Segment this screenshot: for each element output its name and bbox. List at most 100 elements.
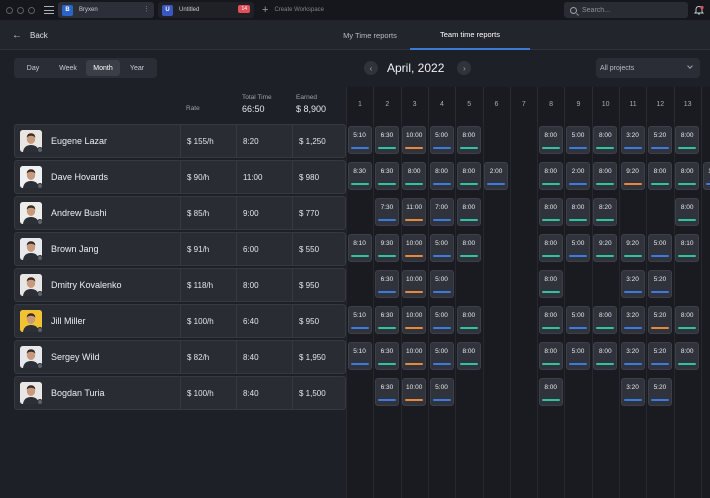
more-options-icon[interactable]: ⋮: [143, 6, 150, 13]
time-entry[interactable]: 8:00: [647, 162, 672, 190]
time-entry[interactable]: 8:20: [593, 198, 618, 226]
project-filter-select[interactable]: All projects: [596, 58, 700, 78]
time-entry[interactable]: 8:00: [538, 234, 563, 262]
time-entry[interactable]: 5:20: [647, 342, 672, 370]
period-week-button[interactable]: Week: [59, 64, 77, 72]
time-entry[interactable]: 5:00: [429, 306, 454, 334]
time-entry[interactable]: 3:20: [620, 306, 645, 334]
time-entry[interactable]: 8:00: [538, 162, 563, 190]
time-entry[interactable]: 8:00: [456, 162, 481, 190]
period-month-button[interactable]: Month: [86, 60, 120, 76]
time-entry[interactable]: 9:20: [620, 234, 645, 262]
chevron-right-icon[interactable]: ›: [457, 61, 472, 75]
time-entry[interactable]: 3:20: [620, 378, 645, 406]
time-entry[interactable]: 8:00: [456, 306, 481, 334]
user-row[interactable]: Andrew Bushi $ 85/h 9:00 $ 770: [14, 196, 346, 230]
time-entry[interactable]: 8:00: [538, 198, 563, 226]
time-entry[interactable]: 8:00: [456, 126, 481, 154]
time-entry[interactable]: 8:10: [347, 234, 372, 262]
time-entry[interactable]: 2:00: [566, 162, 590, 190]
time-entry[interactable]: 8:00: [593, 306, 618, 334]
time-entry[interactable]: 8:00: [538, 270, 563, 298]
user-row[interactable]: Bogdan Turia $ 100/h 8:40 $ 1,500: [14, 376, 346, 410]
time-entry[interactable]: 10:00: [402, 342, 427, 370]
time-entry[interactable]: 9:20: [593, 234, 618, 262]
user-row[interactable]: Jill Miller $ 100/h 6:40 $ 950: [14, 304, 346, 338]
time-entry[interactable]: 6:30: [374, 306, 399, 334]
time-entry[interactable]: 10:00: [402, 306, 427, 334]
time-entry[interactable]: 2:00: [484, 162, 509, 190]
time-entry[interactable]: 5:10: [347, 306, 372, 334]
time-entry[interactable]: 9:30: [374, 234, 399, 262]
time-entry[interactable]: 5:00: [566, 234, 590, 262]
time-entry[interactable]: 8:00: [593, 162, 618, 190]
time-entry[interactable]: 6:30: [374, 162, 399, 190]
time-entry[interactable]: 6:30: [374, 342, 399, 370]
time-entry[interactable]: 5:00: [566, 342, 590, 370]
time-entry[interactable]: 8:00: [456, 342, 481, 370]
time-entry[interactable]: 5:20: [647, 270, 672, 298]
time-entry[interactable]: 5:00: [429, 270, 454, 298]
search-box[interactable]: [564, 2, 688, 18]
time-entry[interactable]: 7:00: [429, 198, 454, 226]
bell-icon[interactable]: [694, 5, 704, 15]
tab-my-time-reports[interactable]: My Time reports: [343, 30, 397, 40]
user-row[interactable]: Dave Hovards $ 90/h 11:00 $ 980: [14, 160, 346, 194]
time-entry[interactable]: 8:00: [675, 306, 700, 334]
time-entry[interactable]: 5:20: [647, 126, 672, 154]
time-entry[interactable]: 5:00: [429, 126, 454, 154]
time-entry[interactable]: 3:20: [620, 342, 645, 370]
time-entry[interactable]: 10:00: [402, 378, 427, 406]
workspace-tab-bryxen[interactable]: B Bryxen ⋮: [58, 2, 154, 18]
maximize-window-button[interactable]: [28, 6, 35, 14]
time-entry[interactable]: 8:00: [429, 162, 454, 190]
create-workspace-button[interactable]: + Create Workspace: [262, 2, 324, 18]
time-entry[interactable]: 6:30: [374, 270, 399, 298]
time-entry[interactable]: 8:10: [675, 234, 700, 262]
time-entry[interactable]: 6:30: [374, 378, 399, 406]
time-entry[interactable]: 5:20: [647, 306, 672, 334]
time-entry[interactable]: 8:00: [593, 342, 618, 370]
time-entry[interactable]: 5:00: [647, 234, 672, 262]
time-entry[interactable]: 10:00: [402, 234, 427, 262]
time-entry[interactable]: 8:00: [593, 126, 618, 154]
time-entry[interactable]: 8:30: [347, 162, 372, 190]
time-entry[interactable]: 8:00: [675, 198, 700, 226]
period-day-button[interactable]: Day: [26, 64, 40, 72]
time-entry[interactable]: 5:00: [429, 342, 454, 370]
time-entry[interactable]: 8:00: [675, 342, 700, 370]
time-entry[interactable]: 5:00: [566, 126, 590, 154]
workspace-tab-untitled[interactable]: U Untitled 14: [158, 2, 254, 18]
user-row[interactable]: Sergey Wild $ 82/h 8:40 $ 1,950: [14, 340, 346, 374]
time-entry[interactable]: 5:10: [347, 342, 372, 370]
back-button[interactable]: ← Back: [12, 20, 48, 50]
time-entry[interactable]: 10:00: [402, 126, 427, 154]
time-entry[interactable]: 1:40: [702, 162, 710, 190]
time-entry[interactable]: 5:00: [429, 378, 454, 406]
time-entry[interactable]: 8:00: [538, 378, 563, 406]
menu-icon[interactable]: [44, 6, 54, 14]
time-entry[interactable]: 7:30: [374, 198, 399, 226]
time-entry[interactable]: 5:00: [566, 306, 590, 334]
minimize-window-button[interactable]: [17, 6, 24, 14]
chevron-left-icon[interactable]: ‹: [364, 61, 378, 75]
time-entry[interactable]: 5:10: [347, 126, 372, 154]
time-entry[interactable]: 5:20: [647, 378, 672, 406]
user-row[interactable]: Eugene Lazar $ 155/h 8:20 $ 1,250: [14, 124, 346, 158]
time-entry[interactable]: 3:20: [620, 126, 645, 154]
time-entry[interactable]: 8:00: [456, 234, 481, 262]
time-entry[interactable]: 6:30: [374, 126, 399, 154]
time-entry[interactable]: 8:00: [675, 162, 700, 190]
search-input[interactable]: [582, 6, 682, 14]
close-window-button[interactable]: [6, 6, 13, 14]
tab-team-time-reports[interactable]: Team time reports: [410, 20, 530, 50]
time-entry[interactable]: 8:00: [538, 306, 563, 334]
time-entry[interactable]: 8:00: [538, 342, 563, 370]
time-entry[interactable]: 8:00: [675, 126, 700, 154]
time-entry[interactable]: 5:00: [429, 234, 454, 262]
time-entry[interactable]: 8:00: [456, 198, 481, 226]
time-entry[interactable]: 10:00: [402, 270, 427, 298]
time-entry[interactable]: 8:00: [566, 198, 590, 226]
user-row[interactable]: Dmitry Kovalenko $ 118/h 8:00 $ 950: [14, 268, 346, 302]
user-row[interactable]: Brown Jang $ 91/h 6:00 $ 550: [14, 232, 346, 266]
